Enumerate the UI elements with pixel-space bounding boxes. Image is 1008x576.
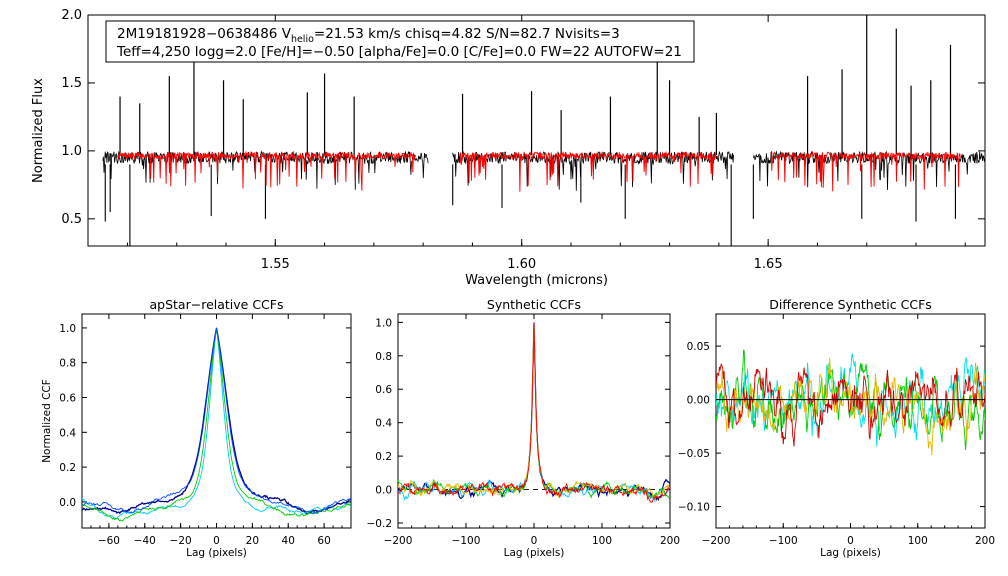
- apstar_ccf-ytick-label: 0.0: [59, 497, 76, 509]
- synthetic_ccf-xtick-label: 0: [531, 535, 538, 547]
- spectrum-ylabel: Normalized Flux: [31, 78, 46, 183]
- apstar-ccf-visit-1: [82, 327, 351, 520]
- synthetic-ccf-visit-1: [398, 322, 670, 503]
- synthetic_ccf-xlabel: Lag (pixels): [504, 547, 565, 559]
- apstar_ccf-ytick-label: 0.2: [59, 462, 76, 474]
- difference-ccf-visit-4: [716, 363, 985, 447]
- synthetic_ccf-ytick-label: 0.4: [375, 418, 392, 430]
- difference_ccf-axes: −200 −100 0 100 200 −0.10 −0.05 0.00 0.05 Lag (pi…: [678, 297, 995, 559]
- info-v-values: =21.53 km/s chisq=4.82 S/N=82.7 Nvisits=…: [314, 26, 620, 42]
- spectrum-ytick-label: 2.0: [61, 8, 82, 23]
- spectrum-model-chip-3: [770, 150, 961, 192]
- info-box-frame: [105, 20, 695, 63]
- spectrum-observed-chip-3: [753, 150, 985, 191]
- apstar_ccf-ylabel: Normalized CCF: [41, 379, 53, 463]
- info-line-2: Teff=4,250 logg=2.0 [Fe/H]=−0.50 [alpha/…: [116, 44, 682, 60]
- spectrum-frame: [87, 14, 986, 247]
- apstar_ccf-title: apStar−relative CCFs: [150, 297, 284, 312]
- info-v-subscript: helio: [291, 34, 314, 45]
- spectrum-info-box: 2M19181928−0638486 Vhelio=21.53 km/s chi…: [105, 20, 695, 63]
- synthetic_ccf-ytick-label: 0.6: [375, 384, 392, 396]
- spectrum-observed-chip-1: [102, 150, 429, 190]
- apstar_ccf-xtick-label: 20: [246, 535, 259, 547]
- synthetic-ccf-combined: [398, 322, 670, 502]
- synthetic_ccf-title: Synthetic CCFs: [487, 297, 581, 312]
- apstar_ccf-axes: −60 −40 −20 0 20 40 60 0.0 0.2 0.4 0.6 0.8 1.0 Lag (p…: [41, 297, 352, 559]
- spectrum-xtick-label: 1.55: [261, 257, 290, 272]
- spectrum-ytick-label: 0.5: [61, 212, 82, 227]
- apstar_ccf-xtick-label: 60: [317, 535, 330, 547]
- difference_ccf-ytick-label: 0.05: [687, 341, 710, 353]
- difference_ccf-xtick-label: 0: [847, 535, 854, 547]
- spectrum-model-chip-1: [117, 150, 417, 191]
- apstar-ccf-visit-3: [82, 327, 351, 515]
- apstar_ccf-xtick-label: 0: [213, 535, 220, 547]
- spectrum-xtick-label: 1.60: [507, 257, 536, 272]
- apstar_ccf-xtick-label: 40: [282, 535, 295, 547]
- difference_ccf-xtick-label: 100: [908, 535, 928, 547]
- apstar_ccf-xtick-label: −20: [170, 535, 192, 547]
- spectrum-axes: 1.55 1.60 1.65 0.5 1.0 1.5 2.0 Wavelength (micr…: [31, 8, 986, 288]
- synthetic_ccf-xtick-label: 100: [592, 535, 612, 547]
- spectrum-xlabel: Wavelength (microns): [465, 273, 608, 288]
- apstar-ccf-combined: [82, 327, 351, 516]
- difference_ccf-ytick-label: −0.05: [678, 448, 710, 460]
- apstar_ccf-ytick-label: 0.8: [59, 358, 76, 370]
- synthetic_ccf-xtick-label: 200: [660, 535, 680, 547]
- difference_ccf-xtick-label: −100: [769, 535, 798, 547]
- difference_ccf-xtick-label: −200: [702, 535, 731, 547]
- spectrum-xtick-label: 1.65: [754, 257, 783, 272]
- difference-ccf-visit-3: [716, 357, 985, 456]
- synthetic_ccf-ytick-label: 0.2: [375, 451, 392, 463]
- info-star-id: 2M19181928−0638486: [117, 26, 282, 42]
- apstar_ccf-ytick-label: 1.0: [59, 323, 76, 335]
- apstar-ccf-visit-2: [82, 327, 351, 522]
- apstar_ccf-xtick-label: −40: [134, 535, 156, 547]
- synthetic_ccf-axes: −200 −100 0 100 200 −0.2 0.0 0.2 0.4 0.6 0.8 1.0 Lag…: [367, 297, 681, 559]
- apstar_ccf-ytick-label: 0.4: [59, 427, 76, 439]
- difference_ccf-ytick-label: 0.00: [687, 395, 710, 407]
- apstar_ccf-frame: [81, 313, 352, 529]
- synthetic_ccf-xtick-label: −100: [452, 535, 481, 547]
- synthetic_ccf-ytick-label: 0.0: [375, 485, 392, 497]
- spectrum-ytick-label: 1.5: [61, 76, 82, 91]
- info-line-1: 2M19181928−0638486 Vhelio=21.53 km/s chi…: [117, 26, 620, 45]
- synthetic_ccf-ytick-label: 1.0: [375, 317, 392, 329]
- difference_ccf-title: Difference Synthetic CCFs: [769, 297, 932, 312]
- synthetic_ccf-ytick-label: 0.8: [375, 351, 392, 363]
- difference-ccf-visit-1: [716, 352, 985, 447]
- difference_ccf-xlabel: Lag (pixels): [820, 547, 881, 559]
- synthetic-ccf-visit-4: [398, 322, 670, 503]
- difference_ccf-xtick-label: 200: [975, 535, 995, 547]
- spectrum-model-chip-2: [459, 151, 717, 192]
- info-v-label: V: [282, 26, 292, 42]
- apstar_ccf-xtick-label: −60: [98, 535, 120, 547]
- synthetic_ccf-ytick-label: −0.2: [367, 518, 393, 530]
- synthetic_ccf-xtick-label: −200: [384, 535, 413, 547]
- spectrum-ytick-label: 1.0: [61, 144, 82, 159]
- apstar_ccf-ytick-label: 0.6: [59, 393, 76, 405]
- difference_ccf-ytick-label: −0.10: [678, 502, 710, 514]
- apstar_ccf-xlabel: Lag (pixels): [186, 547, 247, 559]
